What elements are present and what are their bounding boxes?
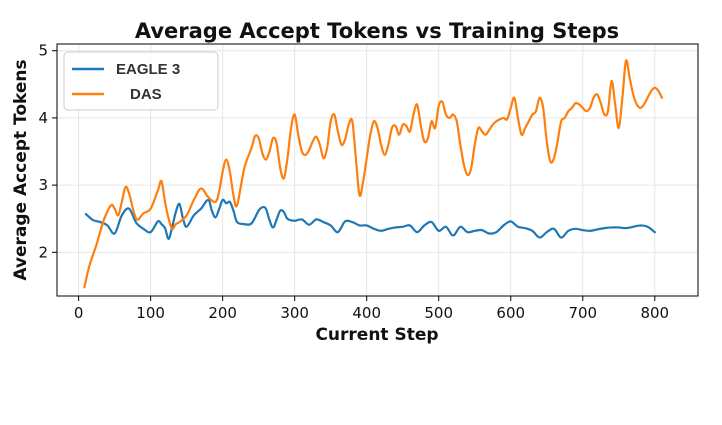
legend-box xyxy=(63,51,219,111)
x-tick-label: 500 xyxy=(424,304,453,322)
legend: EAGLE 3 DAS xyxy=(63,51,219,111)
x-tick-label: 700 xyxy=(568,304,597,322)
series-line-das xyxy=(83,59,664,289)
x-tick-label: 600 xyxy=(496,304,525,322)
x-tick-label: 800 xyxy=(640,304,669,322)
y-tick-label: 5 xyxy=(38,42,48,60)
plot-frame xyxy=(56,43,699,297)
series-lines xyxy=(83,59,664,289)
legend-label-das: DAS xyxy=(130,86,162,103)
legend-label-eagle3: EAGLE 3 xyxy=(116,61,180,78)
y-tick-label: 2 xyxy=(38,243,48,261)
y-tick-label: 3 xyxy=(38,176,48,194)
x-axis-label: Current Step xyxy=(315,325,438,345)
x-tick-label: 200 xyxy=(208,304,237,322)
x-tick-label: 400 xyxy=(352,304,381,322)
y-axis-label: Average Accept Tokens xyxy=(11,59,31,280)
x-tick-label: 100 xyxy=(136,304,165,322)
series-line-eagle3 xyxy=(84,198,656,240)
x-tick-label: 300 xyxy=(280,304,309,322)
y-axis-ticks: 2 3 4 5 xyxy=(38,42,57,261)
y-tick-label: 4 xyxy=(38,109,48,127)
x-axis-ticks: 0 100 200 300 400 500 600 700 800 xyxy=(74,296,669,322)
x-tick-label: 0 xyxy=(74,304,84,322)
grid xyxy=(57,44,698,296)
chart-title: Average Accept Tokens vs Training Steps xyxy=(135,19,619,43)
